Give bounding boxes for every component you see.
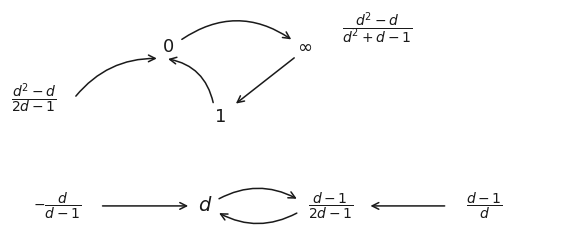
Text: $\dfrac{d^2-d}{2d-1}$: $\dfrac{d^2-d}{2d-1}$ <box>11 81 57 115</box>
Text: $0$: $0$ <box>162 38 174 56</box>
Text: $d$: $d$ <box>198 196 213 216</box>
Text: $\dfrac{d-1}{2d-1}$: $\dfrac{d-1}{2d-1}$ <box>308 191 353 221</box>
Text: $\dfrac{d-1}{d}$: $\dfrac{d-1}{d}$ <box>466 191 503 221</box>
Text: $1$: $1$ <box>214 108 225 126</box>
Text: $\dfrac{d^2-d}{d^2+d-1}$: $\dfrac{d^2-d}{d^2+d-1}$ <box>342 10 412 46</box>
Text: $-\dfrac{d}{d-1}$: $-\dfrac{d}{d-1}$ <box>33 191 81 221</box>
Text: $\infty$: $\infty$ <box>298 38 312 56</box>
